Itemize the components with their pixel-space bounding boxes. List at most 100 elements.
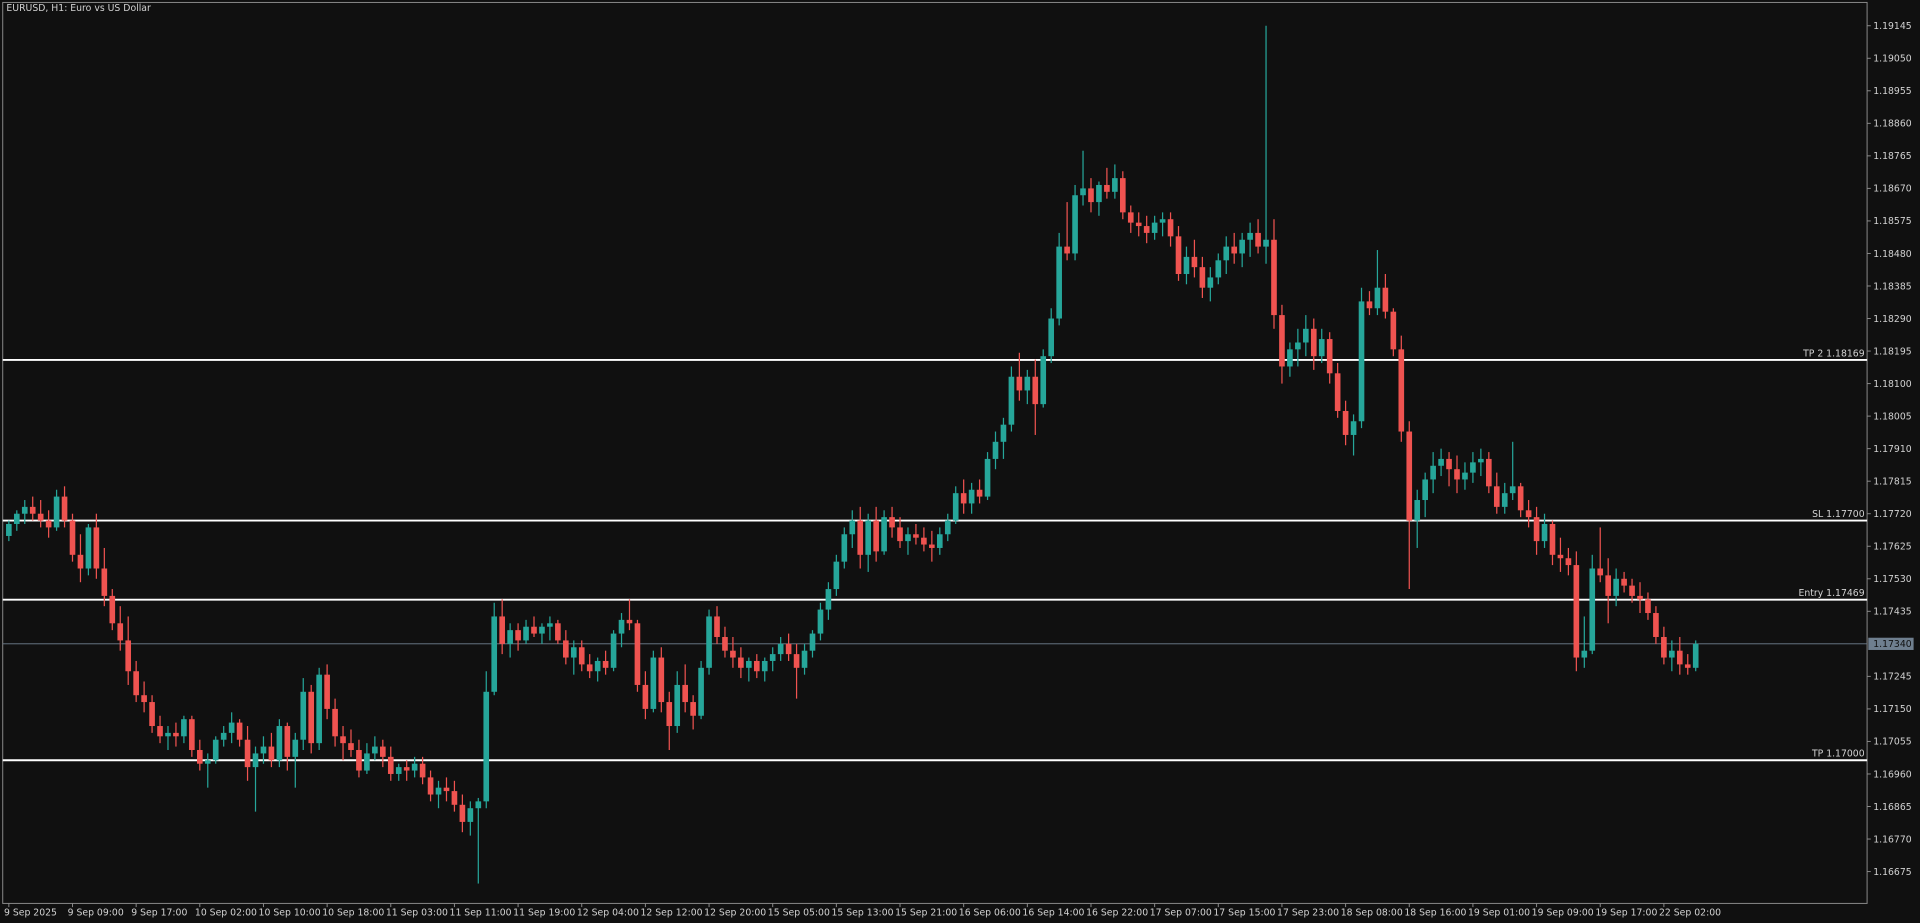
- candle-body: [849, 520, 856, 535]
- y-tick-label: 1.16865: [1873, 802, 1912, 813]
- candle-body: [746, 660, 752, 668]
- candle-body: [586, 664, 593, 672]
- candle-body: [29, 506, 36, 514]
- candle-body: [825, 589, 832, 610]
- x-tick-label: 9 Sep 17:00: [131, 908, 187, 919]
- candle-body: [1565, 558, 1572, 566]
- candle-body: [897, 527, 903, 542]
- candle-body: [1008, 376, 1015, 425]
- candle-body: [364, 753, 370, 771]
- candle-body: [37, 513, 44, 521]
- y-tick-label: 1.18195: [1873, 346, 1912, 357]
- candle-body: [1016, 376, 1023, 391]
- candle-body: [1581, 650, 1588, 658]
- candle-body: [1048, 318, 1055, 357]
- candle-body: [109, 595, 116, 624]
- candle-body: [1669, 650, 1675, 658]
- candle-body: [1541, 523, 1548, 542]
- candle-body: [395, 767, 402, 774]
- candle-body: [1326, 339, 1333, 374]
- candle-body: [523, 626, 529, 641]
- candle-body: [1637, 595, 1643, 600]
- candle-body: [1127, 212, 1134, 223]
- candle-body: [809, 633, 816, 651]
- candle-body: [348, 743, 354, 750]
- candle-body: [443, 787, 450, 792]
- candle-body: [1239, 239, 1245, 254]
- x-tick-label: 12 Sep 04:00: [577, 908, 639, 919]
- y-tick-label: 1.17150: [1873, 704, 1912, 715]
- last-price-label: 1.17340: [1873, 639, 1912, 650]
- candle-body: [1676, 650, 1683, 665]
- x-tick-label: 19 Sep 09:00: [1532, 908, 1594, 919]
- candle-body: [181, 719, 187, 737]
- candle-body: [1549, 523, 1556, 555]
- candle-body: [1040, 356, 1047, 405]
- candle-body: [1143, 226, 1150, 233]
- candle-body: [674, 684, 681, 727]
- candle-body: [929, 544, 935, 548]
- candle-body: [1478, 458, 1484, 463]
- candle-body: [69, 520, 76, 555]
- candle-body: [165, 732, 171, 737]
- candle-body: [1517, 486, 1524, 511]
- candle-body: [650, 657, 657, 709]
- y-tick-label: 1.18670: [1873, 184, 1912, 195]
- candle-body: [117, 623, 124, 641]
- x-tick-label: 12 Sep 12:00: [641, 908, 703, 919]
- candle-body: [841, 534, 848, 562]
- candle-body: [936, 534, 943, 548]
- level-label: TP 2 1.18169: [1802, 348, 1865, 359]
- candle-body: [563, 640, 569, 658]
- last-price-box: [1868, 637, 1914, 650]
- candle-body: [1462, 472, 1468, 480]
- candle-body: [1589, 568, 1596, 651]
- candle-body: [1104, 184, 1110, 192]
- candle-body: [857, 520, 864, 555]
- candle-body: [61, 496, 68, 521]
- candle-body: [1072, 195, 1078, 254]
- candle-body: [332, 708, 338, 737]
- candle-body: [976, 489, 983, 497]
- candle-body: [45, 520, 52, 528]
- candle-body: [1151, 222, 1158, 233]
- candle-body: [268, 746, 275, 761]
- y-tick-label: 1.17910: [1873, 444, 1912, 455]
- candle-body: [952, 493, 959, 521]
- candle-body: [944, 520, 951, 535]
- candle-body: [459, 804, 466, 822]
- candle-body: [1263, 239, 1269, 247]
- x-tick-label: 15 Sep 21:00: [895, 908, 957, 919]
- x-tick-label: 16 Sep 06:00: [959, 908, 1021, 919]
- candle-body: [21, 506, 28, 514]
- candle-body: [738, 657, 744, 668]
- y-tick-label: 1.18005: [1873, 411, 1912, 422]
- candle-body: [1175, 236, 1182, 275]
- y-tick-label: 1.18100: [1873, 379, 1912, 390]
- candle-body: [785, 643, 792, 655]
- candle-body: [85, 527, 92, 569]
- y-tick-label: 1.19050: [1873, 54, 1912, 65]
- x-tick-label: 10 Sep 18:00: [322, 908, 384, 919]
- candle-body: [1470, 462, 1476, 473]
- candle-body: [722, 636, 728, 651]
- candle-body: [340, 736, 346, 744]
- candle-body: [252, 753, 259, 768]
- candle-body: [1621, 578, 1627, 586]
- candle-body: [507, 630, 513, 644]
- candle-body: [157, 726, 163, 737]
- candle-body: [499, 616, 505, 644]
- candle-body: [1096, 184, 1102, 203]
- x-tick-label: 10 Sep 02:00: [195, 908, 257, 919]
- candle-body: [1215, 260, 1222, 278]
- candle-body: [93, 527, 100, 569]
- candle-body: [1303, 328, 1309, 343]
- x-tick-label: 10 Sep 10:00: [259, 908, 321, 919]
- candle-body: [793, 654, 800, 668]
- level-label: Entry 1.17469: [1798, 588, 1864, 599]
- candle-body: [960, 493, 967, 504]
- candle-body: [300, 691, 307, 740]
- y-tick-label: 1.16675: [1873, 867, 1912, 878]
- candle-body: [173, 732, 179, 737]
